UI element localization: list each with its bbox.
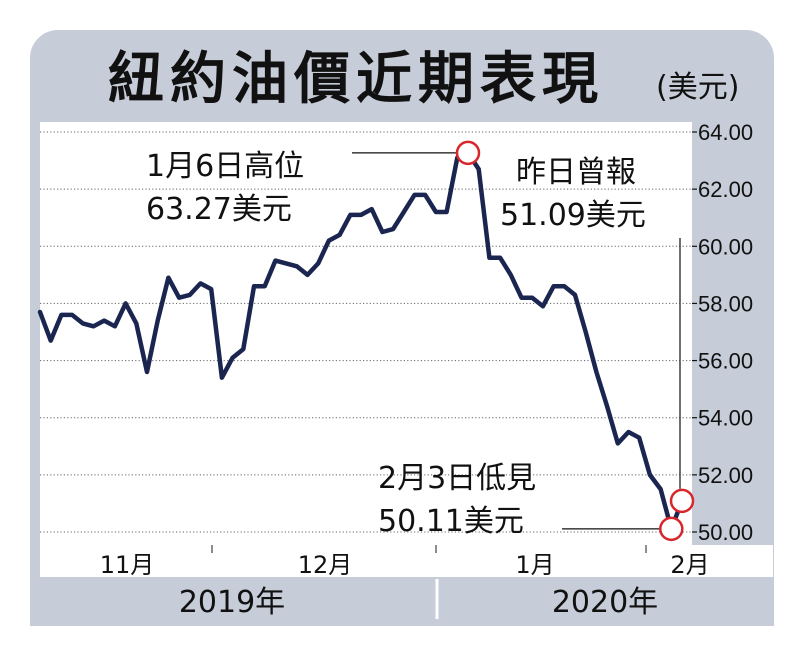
price-line [37,150,685,532]
annotation-current-value: 51.09美元 [500,198,646,233]
month-label: 1月 [515,551,554,579]
year-label: 2020年 [552,585,658,620]
marker-low [659,516,684,542]
year-axis-band [30,579,774,619]
y-tick-label: 60.00 [698,234,753,259]
annotation-low-label: 2月3日低見 [378,461,536,496]
chart-title: 紐約油價近期表現 [108,47,604,112]
y-tick-label: 58.00 [698,291,753,316]
annotation-high-label: 1月6日高位 [146,149,304,184]
month-label: 11月 [100,551,155,579]
y-tick-label: 56.00 [698,349,753,374]
y-tick-label: 64.00 [698,120,753,145]
year-label: 2019年 [179,585,285,620]
month-label: 12月 [298,551,353,579]
y-tick-label: 62.00 [698,177,753,202]
marker-high [455,140,481,166]
month-axis-band [40,545,773,577]
plot-area [40,122,692,545]
annotation-low-value: 50.11美元 [378,504,524,539]
unit-label: (美元) [656,70,740,105]
y-tick-label: 52.00 [698,463,753,488]
y-tick-label: 54.00 [698,406,753,431]
y-tick-label: 50.00 [698,520,753,545]
annotation-high-value: 63.27美元 [146,192,292,227]
month-label: 2月 [670,551,709,579]
annotation-current-label: 昨日曾報 [516,155,636,190]
marker-current [669,488,695,514]
